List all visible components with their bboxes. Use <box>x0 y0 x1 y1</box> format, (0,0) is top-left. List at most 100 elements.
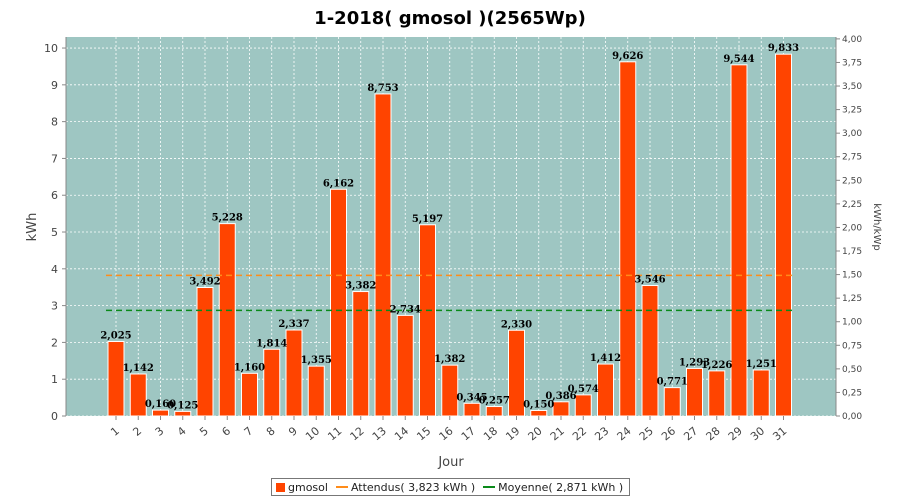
bar-value-label: 0,345 <box>456 392 487 403</box>
bar-value-label: 2,337 <box>278 319 309 330</box>
y-tick-label: 5 <box>51 226 58 239</box>
x-tick-label: 15 <box>414 424 433 443</box>
y-tick-label: 7 <box>51 152 58 165</box>
y2-tick-label: 2,00 <box>842 223 862 233</box>
x-tick-label: 8 <box>264 424 278 438</box>
bar-value-label: 3,492 <box>189 277 220 288</box>
x-tick-label: 5 <box>197 424 211 438</box>
bar <box>619 61 637 417</box>
bar <box>330 188 347 417</box>
x-tick-label: 12 <box>348 424 367 443</box>
x-tick-label: 16 <box>437 424 456 443</box>
bar-value-label: 1,355 <box>301 355 332 366</box>
bar <box>752 369 770 417</box>
legend-label-attendus: Attendus( 3,823 kWh ) <box>350 480 476 494</box>
y-tick-label: 8 <box>51 116 58 129</box>
bar <box>419 224 436 417</box>
bar <box>241 372 258 417</box>
y2-tick-label: 1,75 <box>842 247 862 257</box>
bar <box>641 285 659 417</box>
y2-tick-label: 0,00 <box>842 412 862 422</box>
bar <box>218 223 236 417</box>
bar <box>441 364 459 417</box>
bar <box>285 329 303 417</box>
bar-value-label: 9,544 <box>723 54 754 65</box>
y-tick-label: 10 <box>44 42 58 55</box>
y2-tick-label: 0,75 <box>842 341 862 351</box>
y-tick-label: 9 <box>51 79 58 92</box>
x-tick-label: 27 <box>681 424 700 443</box>
bar-value-label: 1,293 <box>679 357 710 368</box>
x-tick-label: 19 <box>503 424 522 443</box>
y-tick-label: 3 <box>51 300 58 313</box>
bar <box>263 348 281 417</box>
y2-tick-label: 1,50 <box>842 271 862 281</box>
bar-value-label: 5,228 <box>212 213 243 224</box>
x-tick-label: 25 <box>637 424 656 443</box>
x-tick-label: 20 <box>526 424 545 443</box>
bar-value-label: 0,771 <box>657 377 688 388</box>
y2-tick-label: 3,00 <box>842 129 862 139</box>
x-tick-label: 10 <box>303 424 322 443</box>
x-tick-label: 11 <box>325 424 344 443</box>
x-tick-label: 28 <box>704 424 723 443</box>
x-tick-label: 1 <box>108 424 122 438</box>
x-tick-label: 29 <box>726 424 745 443</box>
y-axis-label: kWh <box>25 213 40 242</box>
y2-tick-label: 1,00 <box>842 318 862 328</box>
y-tick-label: 1 <box>51 373 58 386</box>
bar <box>775 53 792 417</box>
y2-tick-label: 3,25 <box>842 106 862 116</box>
y2-tick-label: 3,50 <box>842 82 862 92</box>
y2-tick-label: 2,50 <box>842 176 862 186</box>
bar-value-label: 2,025 <box>100 330 131 341</box>
bar-value-label: 5,197 <box>412 214 443 225</box>
bar-value-label: 2,330 <box>501 319 532 330</box>
x-tick-label: 3 <box>153 424 167 438</box>
bar <box>663 387 681 417</box>
y2-tick-label: 4,00 <box>842 35 862 45</box>
x-tick-label: 22 <box>570 424 589 443</box>
legend-item-attendus: Attendus( 3,823 kWh ) <box>335 480 476 494</box>
x-tick-label: 13 <box>370 424 389 443</box>
y2-tick-label: 2,75 <box>842 153 862 163</box>
bar <box>574 394 592 417</box>
x-tick-label: 17 <box>459 424 478 443</box>
bar-value-label: 9,626 <box>612 51 643 62</box>
legend-swatch-moyenne <box>483 486 496 488</box>
bar-value-label: 1,412 <box>590 353 621 364</box>
bar <box>686 367 703 417</box>
bar-value-label: 9,833 <box>768 43 799 54</box>
legend-swatch-attendus <box>335 486 348 488</box>
x-tick-label: 24 <box>615 424 634 443</box>
x-tick-label: 26 <box>659 424 678 443</box>
x-tick-label: 6 <box>219 424 233 438</box>
y2-tick-label: 3,75 <box>842 58 862 68</box>
bar <box>374 93 392 417</box>
x-tick-label: 2 <box>130 424 144 438</box>
bar <box>307 365 325 417</box>
bar <box>530 409 548 417</box>
bar-value-label: 0,257 <box>479 396 510 407</box>
legend-label-moyenne: Moyenne( 2,871 kWh ) <box>498 480 624 494</box>
x-tick-label: 9 <box>286 424 300 438</box>
bar <box>597 363 614 417</box>
y-tick-label: 4 <box>51 263 58 276</box>
x-tick-label: 31 <box>770 424 789 443</box>
x-axis-label: Jour <box>437 455 464 470</box>
y2-tick-label: 0,50 <box>842 365 862 375</box>
bar-value-label: 1,382 <box>434 354 465 365</box>
bar-value-label: 3,546 <box>634 275 665 286</box>
bar-value-label: 6,162 <box>323 178 354 189</box>
y2-axis-label: kWh/kWp <box>871 203 882 250</box>
bar <box>107 340 125 417</box>
y-tick-label: 6 <box>51 189 58 202</box>
x-tick-label: 23 <box>592 424 611 443</box>
chart-title: 1-2018( gmosol )(2565Wp) <box>314 8 586 29</box>
bar-value-label: 1,814 <box>256 338 287 349</box>
bar-value-label: 1,251 <box>746 359 777 370</box>
y-tick-label: 0 <box>51 410 58 423</box>
bar <box>396 314 414 417</box>
legend-item-moyenne: Moyenne( 2,871 kWh ) <box>483 481 623 494</box>
bar-value-label: 8,753 <box>367 83 398 94</box>
